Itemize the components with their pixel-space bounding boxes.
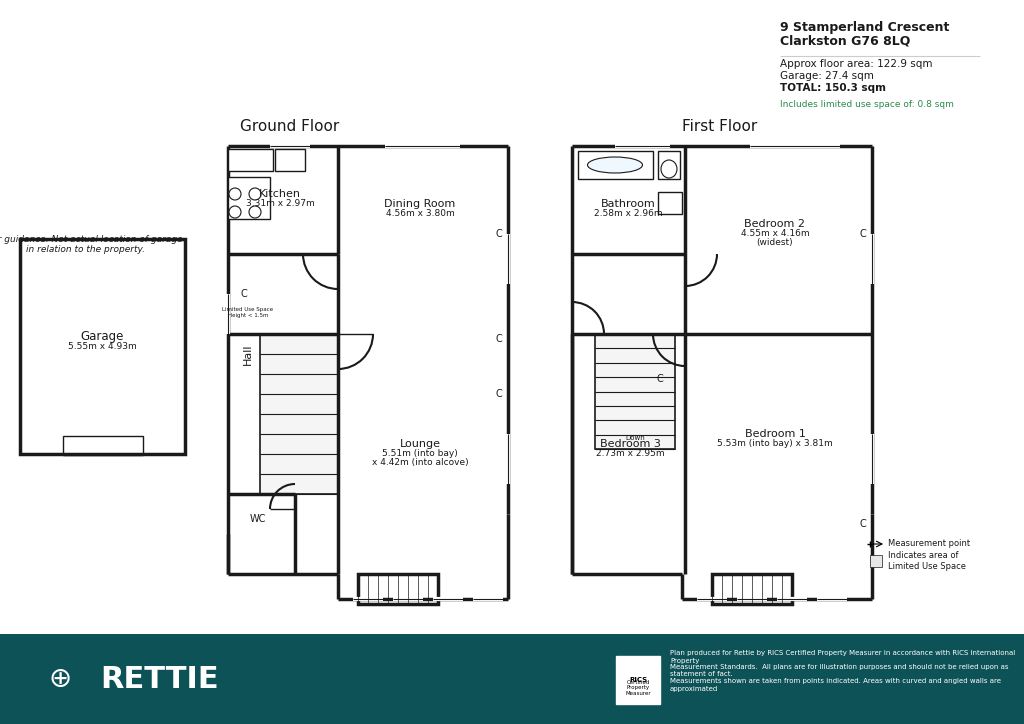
Text: Bedroom 3: Bedroom 3	[600, 439, 660, 449]
Text: 5.55m x 4.93m: 5.55m x 4.93m	[69, 342, 137, 351]
Text: C: C	[496, 389, 503, 399]
Text: Includes limited use space of: 0.8 sqm: Includes limited use space of: 0.8 sqm	[780, 100, 954, 109]
Text: Kitchen: Kitchen	[259, 189, 301, 199]
Text: C: C	[859, 519, 866, 529]
Text: 5.53m (into bay) x 3.81m: 5.53m (into bay) x 3.81m	[717, 439, 833, 448]
Text: Limited Use Space: Limited Use Space	[222, 306, 273, 311]
Text: Down: Down	[625, 435, 645, 441]
Text: Indicates area of
Limited Use Space: Indicates area of Limited Use Space	[888, 551, 966, 571]
Text: C: C	[241, 289, 248, 299]
Text: WC: WC	[250, 514, 266, 524]
Bar	[358, 574, 438, 604]
Text: Bathroom: Bathroom	[601, 199, 655, 209]
Text: Garage: 27.4 sqm: Garage: 27.4 sqm	[780, 71, 873, 81]
Bar	[578, 151, 653, 179]
Text: Certified
Property
Measurer: Certified Property Measurer	[626, 680, 651, 696]
Text: Bedroom 1: Bedroom 1	[744, 429, 806, 439]
Text: TOTAL: 150.3 sqm: TOTAL: 150.3 sqm	[780, 83, 886, 93]
Circle shape	[229, 188, 241, 200]
Bar	[62, 436, 142, 454]
Text: 2.73m x 2.95m: 2.73m x 2.95m	[596, 450, 665, 458]
Text: Plan produced for Rettie by RICS Certified Property Measurer in accordance with : Plan produced for Rettie by RICS Certifi…	[670, 650, 1015, 691]
Text: Approx floor area: 122.9 sqm: Approx floor area: 122.9 sqm	[780, 59, 933, 69]
Text: First Floor: First Floor	[682, 119, 758, 134]
Bar	[595, 334, 675, 449]
Text: 9 Stamperland Crescent: 9 Stamperland Crescent	[780, 21, 949, 34]
Bar	[658, 192, 682, 214]
Text: 5.51m (into bay): 5.51m (into bay)	[382, 450, 458, 458]
Circle shape	[249, 188, 261, 200]
Circle shape	[229, 206, 241, 218]
Bar	[712, 574, 792, 604]
Text: Measurement point: Measurement point	[888, 539, 970, 549]
Text: (widest): (widest)	[757, 238, 794, 248]
Text: For guidance. Not actual location of garage
in relation to the property.: For guidance. Not actual location of gar…	[0, 235, 183, 254]
Text: Lounge: Lounge	[399, 439, 440, 449]
Text: 3.31m x 2.97m: 3.31m x 2.97m	[246, 200, 314, 209]
Bar	[228, 177, 270, 219]
Text: 4.55m x 4.16m: 4.55m x 4.16m	[740, 230, 809, 238]
Text: RETTIE: RETTIE	[100, 665, 219, 694]
Text: 4.56m x 3.80m: 4.56m x 3.80m	[386, 209, 455, 219]
Bar	[870, 555, 882, 567]
Text: 2.58m x 2.96m: 2.58m x 2.96m	[594, 209, 663, 219]
Ellipse shape	[588, 157, 642, 173]
Bar	[658, 151, 680, 179]
Bar	[0, 634, 1024, 724]
Text: Clarkston G76 8LQ: Clarkston G76 8LQ	[780, 35, 910, 48]
Text: C: C	[496, 229, 503, 239]
Wedge shape	[974, 584, 1024, 634]
Text: C: C	[496, 334, 503, 344]
Bar	[275, 149, 305, 171]
Text: x 4.42m (into alcove): x 4.42m (into alcove)	[372, 458, 468, 468]
Text: Ground Floor: Ground Floor	[241, 119, 340, 134]
Ellipse shape	[662, 160, 677, 178]
Text: C: C	[656, 374, 664, 384]
Text: RICS: RICS	[629, 677, 647, 683]
Bar	[20, 239, 185, 454]
Bar	[228, 149, 273, 171]
Text: Garage: Garage	[81, 330, 124, 343]
Circle shape	[249, 206, 261, 218]
FancyBboxPatch shape	[616, 656, 660, 704]
Text: ⊕: ⊕	[48, 665, 72, 693]
Text: Hall: Hall	[243, 343, 253, 365]
Text: Height < 1.5m: Height < 1.5m	[227, 313, 268, 319]
Bar	[260, 334, 338, 494]
Text: C: C	[859, 229, 866, 239]
Text: Bedroom 2: Bedroom 2	[744, 219, 806, 229]
Text: Dining Room: Dining Room	[384, 199, 456, 209]
